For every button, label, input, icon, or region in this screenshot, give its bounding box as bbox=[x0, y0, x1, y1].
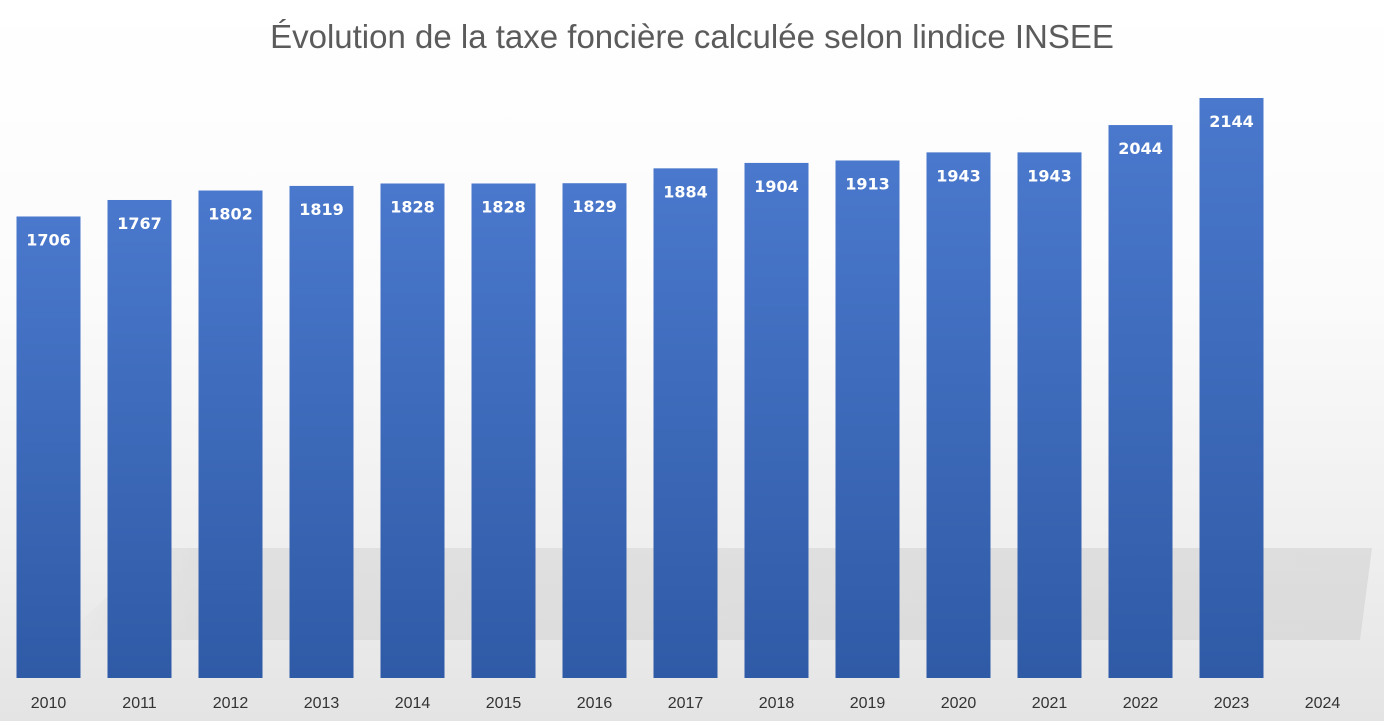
x-tick-label: 2017 bbox=[668, 695, 704, 712]
data-label-2015: 1828 bbox=[481, 197, 526, 216]
bar-2013 bbox=[289, 185, 354, 678]
data-label-2018: 1904 bbox=[754, 177, 799, 196]
data-label-2017: 1884 bbox=[663, 182, 708, 201]
x-tick-label: 2013 bbox=[304, 695, 340, 712]
data-labels-layer: 1706 1767 1802 1819 1828 1828 1829 1884 1904 1913… bbox=[26, 112, 1254, 249]
x-tick-label: 2019 bbox=[850, 695, 886, 712]
bar-2012 bbox=[198, 190, 263, 678]
x-tick-label: 2011 bbox=[122, 695, 157, 712]
x-tick-label: 2018 bbox=[759, 695, 795, 712]
bar-2015 bbox=[471, 183, 536, 678]
data-label-2012: 1802 bbox=[208, 205, 253, 224]
bar-2018 bbox=[744, 162, 809, 679]
x-tick-label: 2021 bbox=[1032, 695, 1068, 712]
x-tick-label: 2014 bbox=[395, 695, 431, 712]
bars-layer bbox=[16, 98, 1264, 679]
data-label-2023: 2144 bbox=[1209, 112, 1254, 131]
data-label-2020: 1943 bbox=[936, 166, 981, 185]
data-label-2019: 1913 bbox=[845, 174, 890, 193]
bar-2023 bbox=[1199, 98, 1264, 678]
x-tick-label: 2022 bbox=[1123, 695, 1159, 712]
bar-2010 bbox=[16, 216, 81, 678]
data-label-2021: 1943 bbox=[1027, 166, 1072, 185]
bar-2020 bbox=[926, 152, 991, 678]
bar-2011 bbox=[107, 199, 172, 678]
data-label-2022: 2044 bbox=[1118, 139, 1163, 158]
chart-title: Évolution de la taxe foncière calculée s… bbox=[270, 18, 1114, 55]
bar-2017 bbox=[653, 168, 718, 678]
bar-2014 bbox=[380, 183, 445, 678]
data-label-2013: 1819 bbox=[299, 200, 344, 219]
x-tick-label: 2020 bbox=[941, 695, 977, 712]
data-label-2011: 1767 bbox=[117, 214, 162, 233]
data-label-2010: 1706 bbox=[26, 230, 71, 249]
x-tick-label: 2015 bbox=[486, 695, 522, 712]
x-axis-ticks: 2010 2011 2012 2013 2014 2015 2016 2017 2018 2019… bbox=[31, 695, 1341, 712]
x-tick-label: 2012 bbox=[213, 695, 249, 712]
bar-2021 bbox=[1017, 152, 1082, 678]
x-tick-label: 2023 bbox=[1214, 695, 1250, 712]
bar-2016 bbox=[562, 183, 627, 679]
data-label-2014: 1828 bbox=[390, 197, 435, 216]
data-label-2016: 1829 bbox=[572, 197, 617, 216]
x-tick-label: 2016 bbox=[577, 695, 613, 712]
x-tick-label: 2010 bbox=[31, 695, 67, 712]
bar-2022 bbox=[1108, 125, 1173, 678]
bar-2019 bbox=[835, 160, 900, 679]
x-tick-label: 2024 bbox=[1305, 695, 1341, 712]
